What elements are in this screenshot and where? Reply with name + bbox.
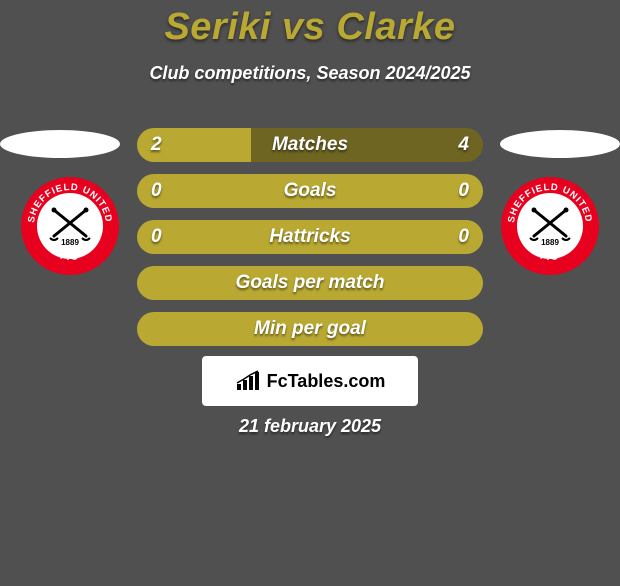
comparison-rows: Matches24Goals00Hattricks00Goals per mat…	[137, 128, 483, 358]
stat-value-right: 4	[458, 128, 469, 162]
stat-row: Goals per match	[137, 266, 483, 300]
stat-label: Matches	[137, 128, 483, 162]
subtitle: Club competitions, Season 2024/2025	[0, 63, 620, 84]
attribution-text: FcTables.com	[267, 371, 386, 392]
attribution-box: FcTables.com	[202, 356, 418, 406]
left-ellipse	[0, 130, 120, 158]
stat-value-right: 0	[458, 220, 469, 254]
right-ellipse	[500, 130, 620, 158]
date-text: 21 february 2025	[0, 416, 620, 437]
stat-label: Goals	[137, 174, 483, 208]
stat-value-right: 0	[458, 174, 469, 208]
right-club-badge: SHEFFIELD UNITED F.C 1889	[500, 176, 600, 276]
stat-row: Goals0 0	[137, 174, 483, 208]
svg-text:1889: 1889	[541, 238, 559, 247]
svg-text:F.C: F.C	[59, 251, 81, 264]
stat-label: Hattricks	[137, 220, 483, 254]
stat-label: Goals per match	[137, 266, 483, 300]
left-club-badge: SHEFFIELD UNITED F.C 1889	[20, 176, 120, 276]
stat-value-left: 0	[151, 220, 162, 254]
svg-text:1889: 1889	[61, 238, 79, 247]
chart-icon	[235, 370, 261, 392]
stat-value-left: 0	[151, 174, 162, 208]
stat-value-left: 2	[151, 128, 162, 162]
stat-row: Min per goal	[137, 312, 483, 346]
svg-text:F.C: F.C	[539, 251, 561, 264]
stat-row: Matches2 4	[137, 128, 483, 162]
stat-label: Min per goal	[137, 312, 483, 346]
page-title: Seriki vs Clarke	[0, 6, 620, 49]
stat-row: Hattricks0 0	[137, 220, 483, 254]
